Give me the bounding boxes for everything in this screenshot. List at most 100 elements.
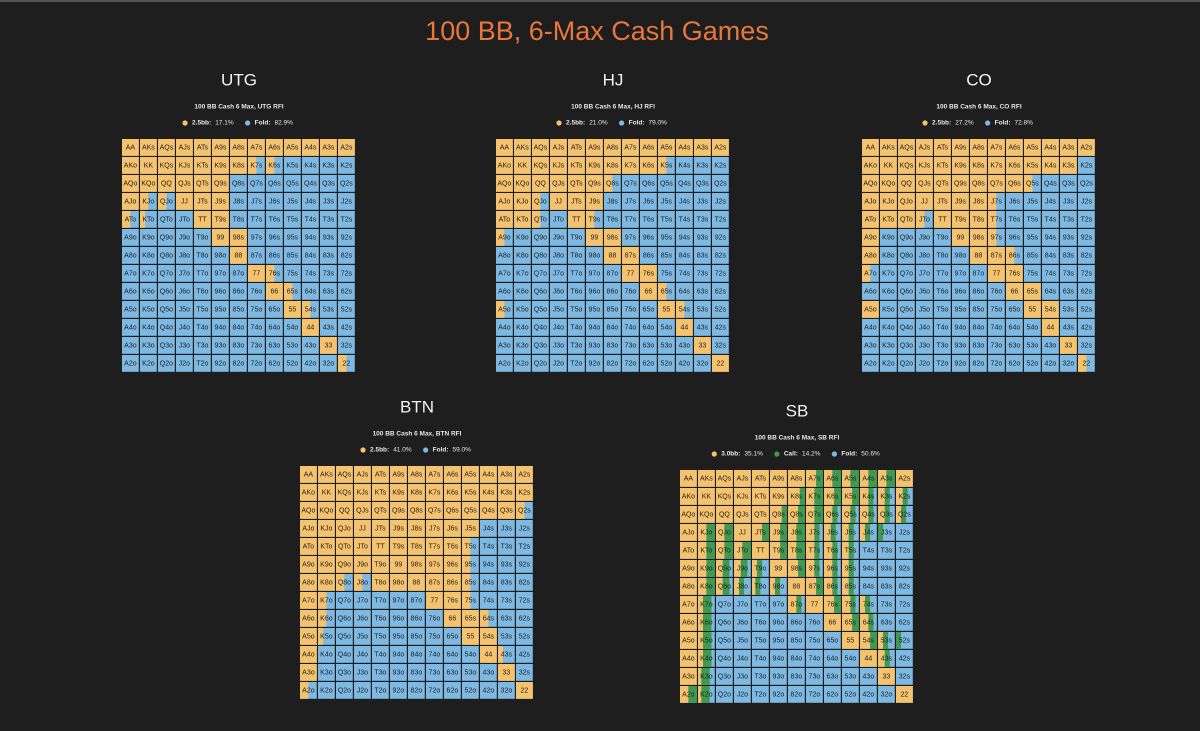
hand-label: 62o [643,361,655,368]
legend-value: 59.0% [453,447,472,454]
hand-label: 97s [809,566,821,573]
hand-label: T9s [393,544,405,551]
hand-label: KJs [737,494,749,501]
raise-fill [318,466,335,483]
hand-label: Q3o [534,343,547,350]
raise-fill [248,139,265,156]
hand-label: KJo [700,530,712,537]
hand-label: Q3o [900,343,913,350]
raise-fill [1078,139,1095,156]
hand-label: KTo [142,217,154,224]
hand-label: QTs [754,512,767,519]
fold-cell [140,355,157,372]
call-fill [796,542,805,559]
hand-label: 42o [483,688,495,695]
hand-label: 93s [323,235,335,242]
fold-cell [284,337,301,354]
raise-fill [862,265,871,282]
hand-label: TT [376,544,385,551]
raise-fill [716,488,733,505]
hand-label: K2s [340,163,353,170]
hand-label: 73s [697,271,709,278]
hand-label: 96o [393,616,405,623]
raise-fill [604,175,613,192]
hand-label: T9o [936,235,948,242]
hand-label: 66 [271,289,279,296]
hand-label: 63o [269,343,281,350]
hand-label: 32o [881,692,893,699]
hand-label: T6s [447,544,459,551]
call-fill [757,560,763,577]
raise-fill [230,139,247,156]
hand-label: Q2o [160,361,173,368]
fold-cell [266,301,283,318]
hand-label: AQs [338,472,352,479]
raise-fill [604,247,621,264]
fold-cell [338,337,355,354]
hand-label: 74s [483,598,495,605]
hand-label: JTs [197,199,208,206]
fold-cell [676,193,693,210]
hand-label: 75o [429,634,441,641]
hand-label: Q4o [900,325,913,332]
fold-cell [302,283,319,300]
raise-fill [480,646,497,663]
fold-cell [898,355,915,372]
hand-label: 52s [341,307,353,314]
raise-fill [934,211,951,228]
hand-label: AJo [682,530,694,537]
raise-fill [770,506,782,523]
hand-label: T9o [374,562,386,569]
hand-label: J6s [447,526,458,533]
hand-label: T5o [374,634,386,641]
raise-fill [752,506,769,523]
hand-label: 94o [589,325,601,332]
hand-label: J4o [357,652,368,659]
raise-fill [532,175,549,192]
hand-label: K2o [142,361,155,368]
raise-fill [916,139,933,156]
hand-label: A7o [864,271,877,278]
call-fill [868,488,874,505]
fold-cell [896,524,913,541]
hand-label: 94s [1045,235,1057,242]
fold-cell [194,265,211,282]
hand-label: T7s [625,217,637,224]
call-fill [706,560,715,577]
fold-cell [1078,175,1095,192]
fold-cell [676,337,693,354]
hand-label: K4o [320,652,333,659]
fold-cell [860,578,877,595]
raise-fill [1006,157,1023,174]
hand-label: 62s [1081,289,1093,296]
fold-cell [532,247,549,264]
raise-fill [300,502,317,519]
hand-label: A9o [302,562,315,569]
fold-cell [496,265,513,282]
hand-label: KK [884,163,894,170]
fold-cell [514,355,531,372]
fold-cell [862,337,879,354]
raise-fill [212,175,229,192]
legend-item: Call: 14.2% [774,451,821,458]
hand-label: 95s [845,566,857,573]
hand-label: Q8o [160,253,173,260]
raise-fill [336,574,345,591]
hand-label: T6o [374,616,386,623]
fold-cell [194,229,211,246]
hand-label: 54o [661,325,673,332]
hand-label: KJs [179,163,191,170]
hand-label: A3s [880,476,893,483]
hand-label: JTs [571,199,582,206]
fold-cell [694,175,711,192]
hand-label: 75s [287,271,299,278]
hand-label: K5o [700,638,713,645]
hand-label: 95s [287,235,299,242]
raise-fill [658,283,667,300]
hand-label: K2s [898,494,911,501]
hand-label: K4s [678,163,691,170]
hand-label: 62s [715,289,727,296]
fold-cell [658,229,675,246]
hand-label: K7o [516,271,529,278]
fold-cell [568,229,585,246]
